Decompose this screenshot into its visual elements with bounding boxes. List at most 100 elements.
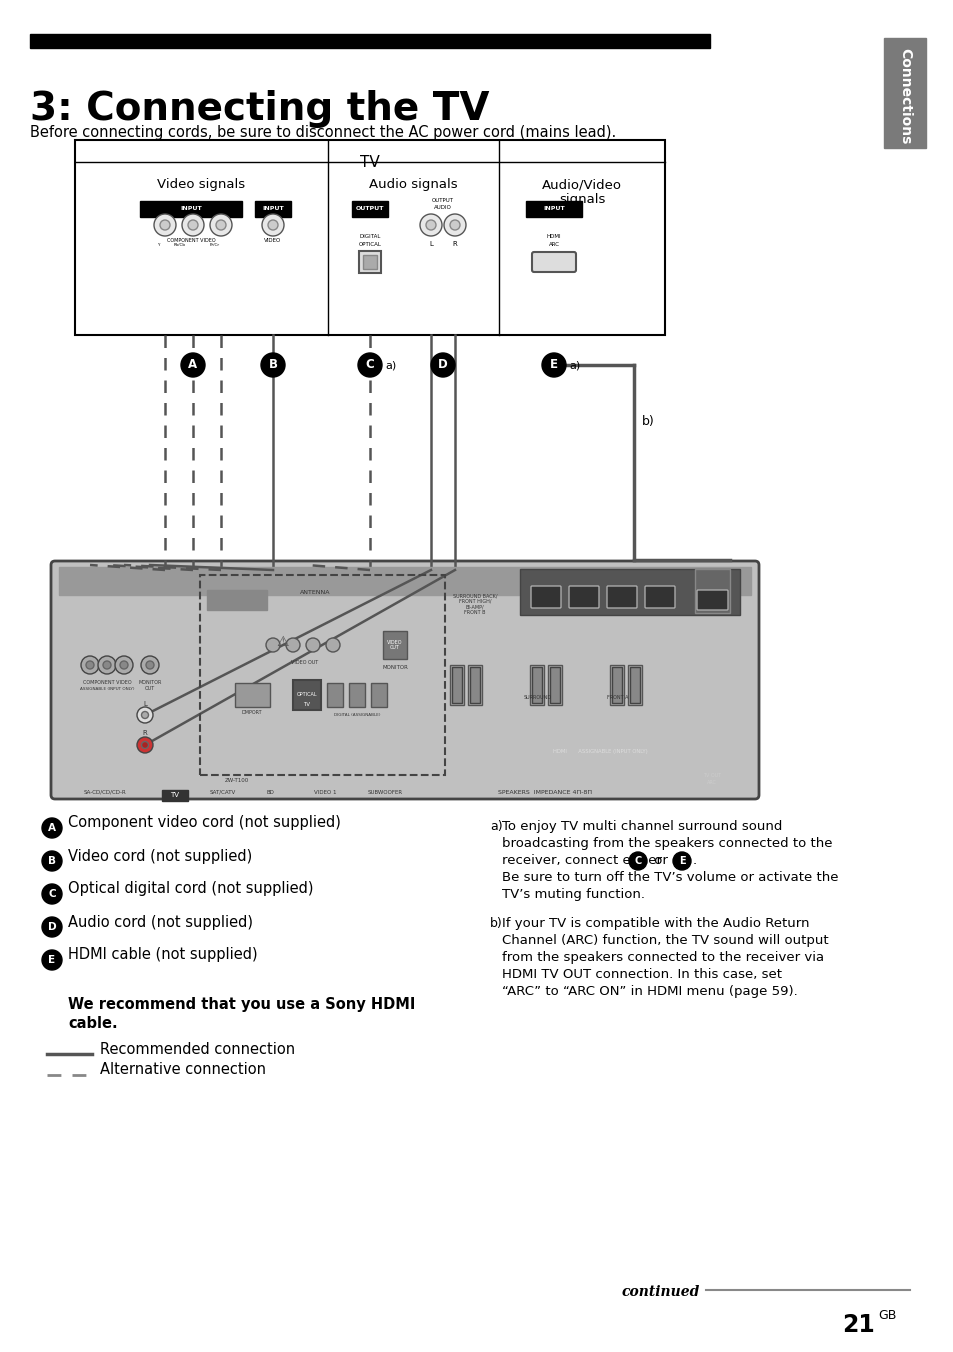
Text: Video cord (not supplied): Video cord (not supplied) [68, 849, 252, 864]
Text: SURROUND: SURROUND [523, 695, 552, 700]
Text: R: R [143, 730, 147, 735]
Circle shape [141, 741, 149, 749]
Bar [207, 589, 267, 610]
Circle shape [42, 884, 62, 904]
Text: TV: TV [171, 792, 179, 798]
Text: We recommend that you use a Sony HDMI: We recommend that you use a Sony HDMI [68, 996, 415, 1013]
Text: or: or [649, 854, 672, 867]
Circle shape [98, 656, 116, 675]
Text: AUDIO: AUDIO [434, 206, 452, 210]
Text: B: B [48, 856, 56, 867]
Text: Y: Y [156, 243, 159, 247]
Circle shape [137, 737, 152, 753]
Text: If your TV is compatible with the Audio Return: If your TV is compatible with the Audio … [501, 917, 809, 930]
Bar [547, 665, 561, 704]
Bar [468, 665, 481, 704]
Bar [349, 683, 365, 707]
Bar [140, 201, 242, 218]
Text: receiver, connect either: receiver, connect either [501, 854, 665, 867]
Text: TV: TV [359, 155, 379, 170]
Circle shape [357, 353, 381, 377]
Text: VIDEO 1: VIDEO 1 [314, 790, 335, 795]
Bar [352, 201, 388, 218]
Bar [550, 667, 559, 703]
Circle shape [306, 638, 319, 652]
Circle shape [141, 711, 149, 718]
Text: HDMI cable (not supplied): HDMI cable (not supplied) [68, 948, 257, 963]
Text: Audio cord (not supplied): Audio cord (not supplied) [68, 914, 253, 930]
FancyBboxPatch shape [568, 585, 598, 608]
Circle shape [188, 220, 198, 230]
Text: Component video cord (not supplied): Component video cord (not supplied) [68, 815, 340, 830]
Text: COMPONENT VIDEO: COMPONENT VIDEO [83, 680, 132, 685]
Bar [254, 201, 291, 218]
Text: HDMI: HDMI [546, 234, 560, 239]
Circle shape [431, 353, 455, 377]
Text: continued: continued [621, 1284, 700, 1299]
Text: L: L [143, 700, 147, 707]
Circle shape [628, 852, 646, 869]
Circle shape [86, 661, 94, 669]
FancyBboxPatch shape [531, 585, 560, 608]
Text: SURROUND BACK/
FRONT HIGH/
BI-AMP/
FRONT B: SURROUND BACK/ FRONT HIGH/ BI-AMP/ FRONT… [453, 594, 497, 615]
Circle shape [81, 656, 99, 675]
Circle shape [42, 917, 62, 937]
Text: R: R [452, 241, 456, 247]
Text: VIDEO
CUT: VIDEO CUT [387, 639, 402, 650]
Bar [358, 251, 380, 273]
Circle shape [268, 220, 277, 230]
Bar [532, 667, 541, 703]
Text: Channel (ARC) function, the TV sound will output: Channel (ARC) function, the TV sound wil… [501, 934, 828, 946]
Text: Recommended connection: Recommended connection [100, 1041, 294, 1056]
Circle shape [326, 638, 339, 652]
Circle shape [443, 214, 465, 237]
Text: GB: GB [877, 1309, 896, 1322]
Text: 3: Connecting the TV: 3: Connecting the TV [30, 91, 489, 128]
Text: E: E [678, 856, 684, 867]
Bar [293, 680, 320, 710]
Bar [30, 34, 709, 49]
Circle shape [419, 214, 441, 237]
Text: ARC: ARC [706, 780, 717, 786]
Bar [695, 569, 729, 612]
Bar [234, 683, 270, 707]
Circle shape [215, 220, 226, 230]
Circle shape [426, 220, 436, 230]
Text: from the speakers connected to the receiver via: from the speakers connected to the recei… [501, 950, 823, 964]
Text: OPTICAL: OPTICAL [296, 692, 317, 698]
Text: Be sure to turn off the TV’s volume or activate the: Be sure to turn off the TV’s volume or a… [501, 871, 838, 884]
Bar [363, 256, 376, 269]
Text: Pr/Cr: Pr/Cr [210, 243, 220, 247]
Bar [371, 683, 387, 707]
Circle shape [137, 707, 152, 723]
Text: SA-CD/CD/CD-R: SA-CD/CD/CD-R [84, 790, 126, 795]
Circle shape [160, 220, 170, 230]
Text: ANTENNA: ANTENNA [299, 589, 330, 595]
Bar [162, 790, 188, 800]
Bar [200, 575, 444, 775]
Text: E: E [49, 955, 55, 965]
FancyBboxPatch shape [51, 561, 759, 799]
Bar [612, 667, 621, 703]
Text: C: C [49, 890, 56, 899]
Text: INPUT: INPUT [542, 207, 564, 211]
Text: Pb/Cb: Pb/Cb [173, 243, 186, 247]
Text: ⚠: ⚠ [276, 635, 289, 649]
Circle shape [42, 950, 62, 969]
Text: SAT/CATV: SAT/CATV [210, 790, 236, 795]
Circle shape [42, 850, 62, 871]
Text: E: E [550, 358, 558, 372]
Bar [59, 566, 750, 595]
Text: DMPORT: DMPORT [241, 710, 262, 715]
Text: VIDEO OUT: VIDEO OUT [291, 660, 318, 665]
Text: A: A [48, 823, 56, 833]
Circle shape [210, 214, 232, 237]
Bar [382, 631, 407, 658]
FancyBboxPatch shape [644, 585, 675, 608]
Circle shape [286, 638, 299, 652]
Text: OUTPUT: OUTPUT [432, 197, 454, 203]
Text: cable.: cable. [68, 1015, 117, 1032]
Text: DIGITAL (ASSIGNABLE): DIGITAL (ASSIGNABLE) [334, 713, 380, 717]
Text: HDMI TV OUT connection. In this case, set: HDMI TV OUT connection. In this case, se… [501, 968, 781, 982]
Text: Connections: Connections [897, 49, 911, 145]
